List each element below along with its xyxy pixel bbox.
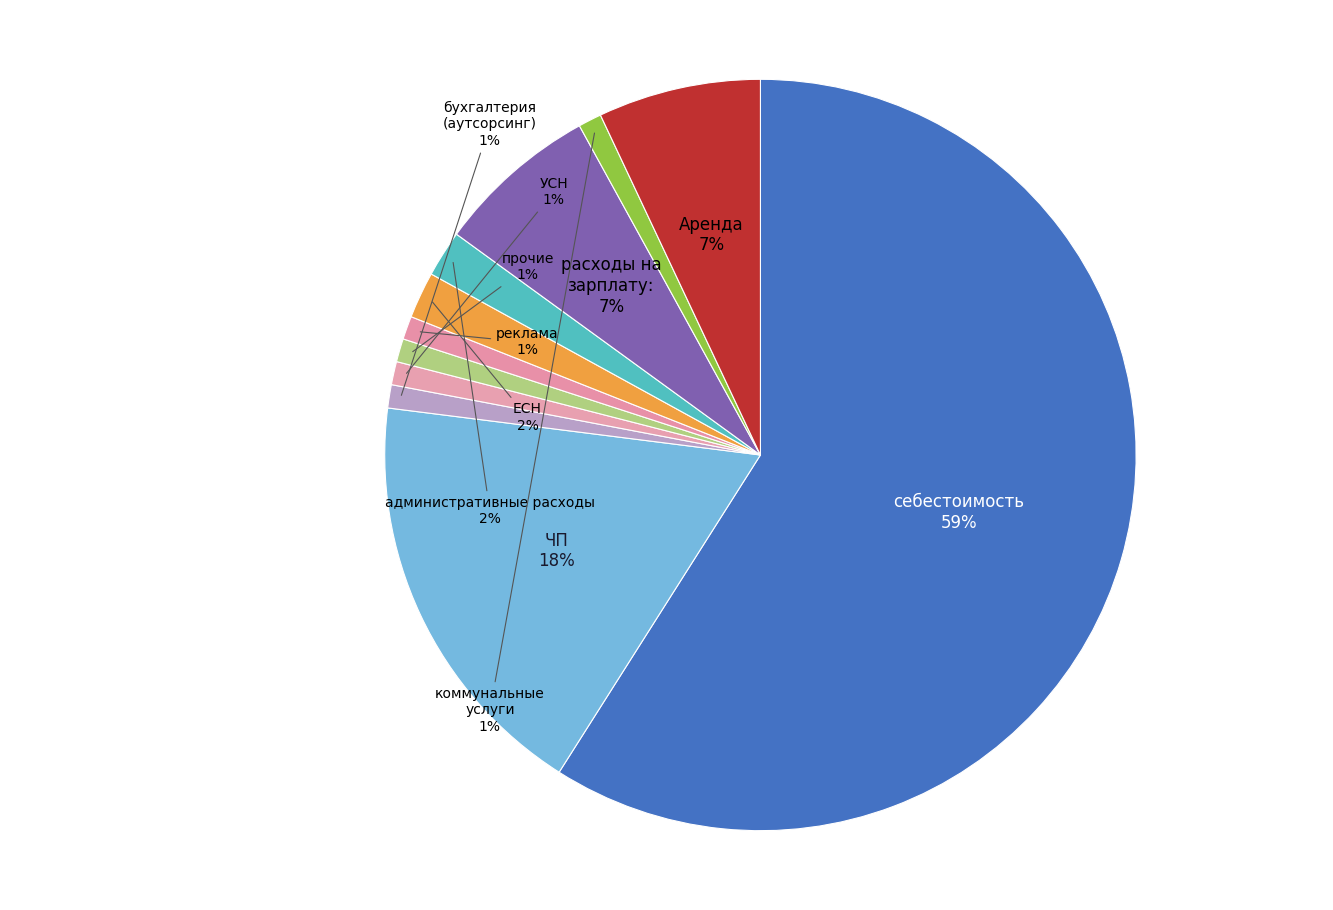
- Wedge shape: [385, 408, 760, 773]
- Text: расходы на
зарплату:
7%: расходы на зарплату: 7%: [561, 256, 661, 316]
- Wedge shape: [411, 274, 760, 455]
- Text: коммунальные
услуги
1%: коммунальные услуги 1%: [435, 133, 595, 733]
- Text: реклама
1%: реклама 1%: [420, 328, 559, 358]
- Text: себестоимость
59%: себестоимость 59%: [893, 493, 1024, 532]
- Wedge shape: [403, 317, 760, 455]
- Wedge shape: [600, 79, 760, 455]
- Wedge shape: [431, 234, 760, 455]
- Text: ЕСН
2%: ЕСН 2%: [432, 302, 543, 432]
- Wedge shape: [396, 339, 760, 455]
- Text: УСН
1%: УСН 1%: [407, 177, 568, 373]
- Wedge shape: [388, 385, 760, 455]
- Text: прочие
1%: прочие 1%: [413, 252, 553, 351]
- Wedge shape: [580, 115, 760, 455]
- Wedge shape: [559, 79, 1136, 831]
- Wedge shape: [392, 361, 760, 455]
- Text: административные расходы
2%: административные расходы 2%: [385, 262, 595, 527]
- Text: бухгалтерия
(аутсорсинг)
1%: бухгалтерия (аутсорсинг) 1%: [401, 101, 537, 395]
- Text: Аренда
7%: Аренда 7%: [678, 216, 744, 255]
- Text: ЧП
18%: ЧП 18%: [539, 531, 575, 571]
- Wedge shape: [456, 126, 760, 455]
